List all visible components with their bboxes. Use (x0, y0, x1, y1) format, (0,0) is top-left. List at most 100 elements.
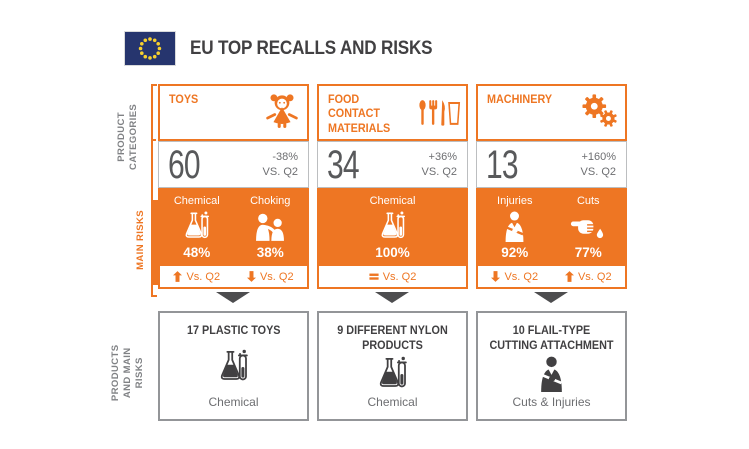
risk-share: 92% (501, 245, 529, 260)
column-machinery: MACHINERY 13 +160% VS. Q2 Injuries 92% C… (476, 84, 627, 424)
side-label-line: PRODUCT (116, 111, 128, 162)
bracket-cap-bottom (151, 295, 157, 297)
recall-count: 34 (327, 142, 360, 187)
trend-cell: Vs. Q2 (478, 271, 552, 283)
flask-icon (218, 349, 250, 385)
recall-count: 13 (486, 142, 519, 187)
category-label: TOYS (169, 94, 199, 106)
trend-cell: Vs. Q2 (319, 271, 466, 283)
risk-share: 77% (574, 245, 602, 260)
risk-cells: Injuries 92% Cuts 77% (478, 190, 625, 266)
change-value: +160% (581, 151, 616, 164)
recall-count-box: 34 +36% VS. Q2 (317, 141, 468, 188)
gears-icon (580, 93, 618, 127)
down-arrow-icon (491, 271, 500, 282)
down-triangle-icon (476, 292, 627, 303)
trend-label: Vs. Q2 (186, 270, 221, 283)
recall-count-box: 60 -38% VS. Q2 (158, 141, 309, 188)
trend-cell: Vs. Q2 (160, 271, 234, 283)
injured-person-icon (502, 211, 527, 242)
risk-cell: Choking 38% (234, 190, 308, 266)
flask-icon (379, 211, 407, 242)
page-title-text: EU TOP RECALLS AND RISKS (190, 37, 433, 59)
side-label-line: PRODUCTS (110, 344, 122, 402)
injured-person-icon (537, 356, 566, 392)
risk-name: Cuts (576, 195, 600, 207)
equal-icon (369, 271, 379, 282)
change-period: VS. Q2 (262, 165, 298, 178)
category-label: MACHINERY (487, 94, 553, 106)
cutlery-icon (417, 98, 461, 128)
doll-icon (264, 92, 300, 128)
risk-cells: Chemical 100% (319, 190, 466, 266)
up-arrow-icon (173, 271, 182, 282)
trend-label: Vs. Q2 (577, 270, 612, 283)
bracket-line (151, 84, 153, 297)
change-value: +36% (428, 151, 457, 164)
down-triangle-icon (317, 292, 468, 303)
risk-cells: Chemical 48% Choking 38% (160, 190, 307, 266)
bracket-main-risks-bar (153, 200, 160, 285)
change-vs-q2: -38% VS. Q2 (263, 150, 298, 179)
column-toys: TOYS 60 -38% VS. Q2 Chemical 48% Choking… (158, 84, 309, 424)
flask-icon (183, 211, 211, 242)
recall-count: 60 (168, 142, 201, 187)
recall-count-box: 13 +160% VS. Q2 (476, 141, 627, 188)
side-label-main-risks: MAIN RISKS (135, 205, 147, 275)
product-risk-label: Chemical (367, 395, 418, 409)
risk-share: 100% (375, 245, 410, 260)
trend-label: Vs. Q2 (504, 270, 539, 283)
main-risks-box: Chemical 48% Choking 38% Vs. Q2 Vs. Q2 (158, 188, 309, 289)
flask-icon (377, 356, 409, 392)
risk-cell: Chemical 100% (319, 190, 466, 266)
risk-name: Chemical (369, 195, 416, 207)
bracket-cap-top (151, 84, 157, 86)
trend-label: Vs. Q2 (259, 270, 294, 283)
choking-icon (252, 212, 288, 241)
risk-share: 38% (256, 245, 284, 260)
category-header-box: FOOD CONTACT MATERIALS (317, 84, 468, 141)
category-header-box: TOYS (158, 84, 309, 141)
change-value: -38% (272, 151, 298, 164)
trend-cell: Vs. Q2 (234, 271, 308, 283)
side-label-line: AND MAIN RISKS (122, 347, 145, 399)
page-title: EU TOP RECALLS AND RISKS (190, 31, 459, 66)
trend-strip: Vs. Q2 Vs. Q2 (478, 266, 625, 287)
bracket-tick (151, 139, 156, 141)
trend-cell: Vs. Q2 (552, 271, 626, 283)
category-label: FOOD CONTACT MATERIALS (328, 94, 391, 135)
side-label-line: CATEGORIES (128, 103, 139, 170)
main-risks-box: Chemical 100% Vs. Q2 (317, 188, 468, 289)
product-risk-label: Chemical (208, 395, 259, 409)
trend-strip: Vs. Q2 (319, 266, 466, 287)
product-title: 10 FLAIL-TYPE CUTTING ATTACHMENT (489, 325, 614, 352)
category-header-box: MACHINERY (476, 84, 627, 141)
column-food-contact-materials: FOOD CONTACT MATERIALS 34 +36% VS. Q2 Ch… (317, 84, 468, 424)
up-arrow-icon (565, 271, 574, 282)
top-product-box: 9 DIFFERENT NYLON PRODUCTS Chemical (317, 311, 468, 421)
product-risk-label: Cuts & Injuries (512, 395, 591, 409)
risk-name: Injuries (497, 195, 533, 207)
down-arrow-icon (247, 271, 256, 282)
top-product-box: 17 PLASTIC TOYS Chemical (158, 311, 309, 421)
change-period: VS. Q2 (421, 165, 457, 178)
eu-flag-icon (124, 31, 176, 66)
cut-hand-icon (570, 212, 606, 241)
trend-label: Vs. Q2 (382, 270, 417, 283)
product-title: 17 PLASTIC TOYS (186, 325, 281, 337)
change-vs-q2: +160% VS. Q2 (581, 150, 616, 179)
risk-cell: Injuries 92% (478, 190, 552, 266)
change-period: VS. Q2 (580, 165, 616, 178)
risk-cell: Cuts 77% (552, 190, 626, 266)
side-label-product-categories: PRODUCT CATEGORIES (116, 102, 140, 172)
down-triangle-icon (158, 292, 309, 303)
product-title: 9 DIFFERENT NYLON PRODUCTS (337, 325, 448, 352)
eu-flag-stars (138, 37, 162, 60)
top-product-box: 10 FLAIL-TYPE CUTTING ATTACHMENT Cuts & … (476, 311, 627, 421)
risk-share: 48% (183, 245, 211, 260)
side-label-line: MAIN RISKS (135, 209, 147, 270)
risk-cell: Chemical 48% (160, 190, 234, 266)
risk-name: Chemical (173, 195, 220, 207)
trend-strip: Vs. Q2 Vs. Q2 (160, 266, 307, 287)
